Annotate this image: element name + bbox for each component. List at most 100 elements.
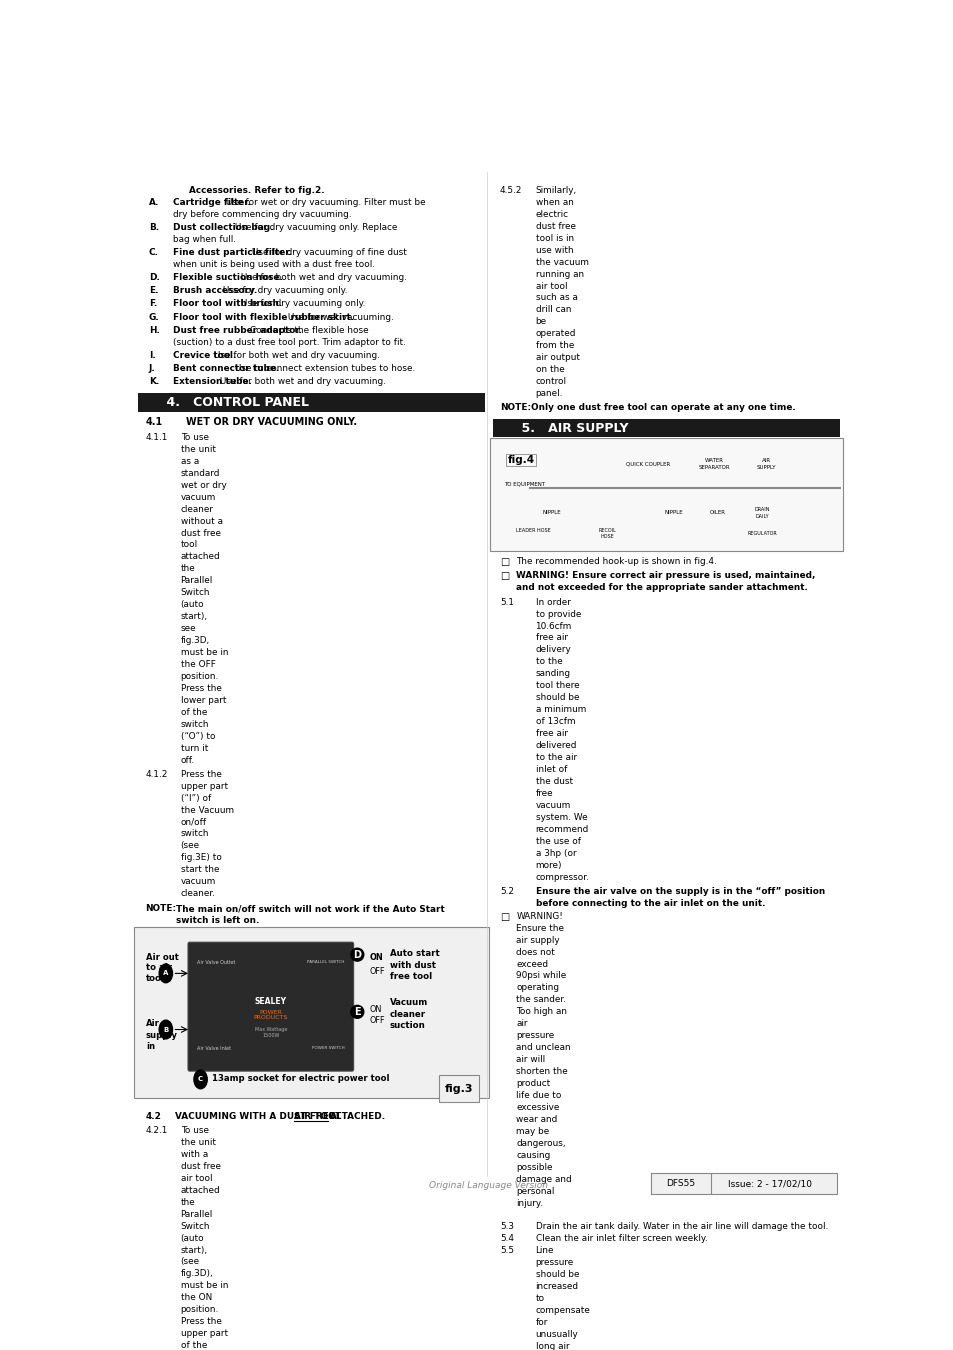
Text: to: to xyxy=(535,1295,544,1303)
Text: tool there: tool there xyxy=(535,682,578,690)
Text: must be in: must be in xyxy=(180,648,228,657)
Text: Use for dry vacuuming of fine dust: Use for dry vacuuming of fine dust xyxy=(250,248,407,256)
Text: POWER
PRODUCTS: POWER PRODUCTS xyxy=(253,1010,288,1021)
Text: I.: I. xyxy=(149,351,155,360)
Text: 10.6cfm: 10.6cfm xyxy=(535,621,571,630)
Text: Issue: 2 - 17/02/10: Issue: 2 - 17/02/10 xyxy=(727,1180,811,1188)
Text: NIPPLE: NIPPLE xyxy=(542,510,560,516)
Text: Use for wet vacuuming.: Use for wet vacuuming. xyxy=(284,313,393,321)
Text: OFF: OFF xyxy=(369,1017,384,1025)
Text: operating: operating xyxy=(516,983,558,992)
Text: pressure: pressure xyxy=(535,1258,573,1268)
Text: Bent connector tube.: Bent connector tube. xyxy=(173,364,279,373)
Text: to the: to the xyxy=(535,657,561,667)
Text: Ensure the air valve on the supply is in the “off” position: Ensure the air valve on the supply is in… xyxy=(535,887,824,895)
Text: Flexible suction hose.: Flexible suction hose. xyxy=(173,273,283,282)
Text: Press the: Press the xyxy=(180,684,221,693)
Text: Use for dry vacuuming only. Replace: Use for dry vacuuming only. Replace xyxy=(232,223,396,232)
Text: Air out: Air out xyxy=(146,953,178,961)
Text: supply: supply xyxy=(146,1030,177,1040)
Text: B: B xyxy=(163,1026,169,1033)
Text: 5.4: 5.4 xyxy=(499,1234,514,1243)
Text: dry before commencing dry vacuuming.: dry before commencing dry vacuuming. xyxy=(173,209,352,219)
Text: Drain the air tank daily. Water in the air line will damage the tool.: Drain the air tank daily. Water in the a… xyxy=(535,1223,827,1231)
Text: in: in xyxy=(146,1042,154,1052)
Text: and not exceeded for the appropriate sander attachment.: and not exceeded for the appropriate san… xyxy=(516,583,807,593)
Text: Ensure the: Ensure the xyxy=(516,923,563,933)
Text: should be: should be xyxy=(535,694,578,702)
Text: turn it: turn it xyxy=(180,744,208,753)
Text: when an: when an xyxy=(535,198,573,207)
Text: free tool: free tool xyxy=(390,972,432,981)
Text: excessive: excessive xyxy=(516,1103,559,1112)
Text: personal: personal xyxy=(516,1187,554,1196)
Text: air tool: air tool xyxy=(535,282,566,290)
Text: DAILY: DAILY xyxy=(755,514,768,520)
Text: (see: (see xyxy=(180,1257,199,1266)
Text: Dust collection bag.: Dust collection bag. xyxy=(173,223,274,232)
Text: 4.1: 4.1 xyxy=(145,417,162,428)
Text: 4.5.2: 4.5.2 xyxy=(499,186,522,194)
Text: damage and: damage and xyxy=(516,1174,571,1184)
Text: Clean the air inlet filter screen weekly.: Clean the air inlet filter screen weekly… xyxy=(535,1234,706,1243)
Text: the OFF: the OFF xyxy=(180,660,215,670)
Text: the sander.: the sander. xyxy=(516,995,565,1004)
Text: delivered: delivered xyxy=(535,741,577,751)
Text: pressure: pressure xyxy=(516,1031,554,1041)
Text: 13amp socket for electric power tool: 13amp socket for electric power tool xyxy=(212,1075,389,1083)
Text: ATTACHED.: ATTACHED. xyxy=(330,1111,386,1120)
Text: long air: long air xyxy=(535,1342,569,1350)
Text: wear and: wear and xyxy=(516,1115,557,1125)
Text: the use of: the use of xyxy=(535,837,579,845)
Text: Crevice tool.: Crevice tool. xyxy=(173,351,236,360)
Text: air supply: air supply xyxy=(516,936,559,945)
Text: sanding: sanding xyxy=(535,670,570,678)
Text: cleaner.: cleaner. xyxy=(180,890,215,898)
Text: on/off: on/off xyxy=(180,818,207,826)
Text: Air: Air xyxy=(146,1019,159,1029)
Text: Brush accessory.: Brush accessory. xyxy=(173,286,257,296)
Text: 4.2: 4.2 xyxy=(145,1111,161,1120)
Text: exceed: exceed xyxy=(516,960,548,968)
Text: a 3hp (or: a 3hp (or xyxy=(535,849,576,857)
Text: should be: should be xyxy=(535,1270,578,1280)
Text: air: air xyxy=(516,1019,527,1029)
Text: position.: position. xyxy=(180,672,218,680)
Text: to air: to air xyxy=(146,963,172,972)
Text: of the: of the xyxy=(180,707,207,717)
Text: 90psi while: 90psi while xyxy=(516,972,566,980)
Text: cleaner: cleaner xyxy=(180,505,213,513)
Text: (“O”) to: (“O”) to xyxy=(180,732,214,741)
Text: switch: switch xyxy=(180,829,209,838)
Text: (suction) to a dust free tool port. Trim adaptor to fit.: (suction) to a dust free tool port. Trim… xyxy=(173,338,406,347)
Text: suction: suction xyxy=(390,1021,425,1030)
Text: TO EQUIPMENT: TO EQUIPMENT xyxy=(503,482,544,487)
Text: 5.1: 5.1 xyxy=(499,598,514,606)
Text: AIR TOOL: AIR TOOL xyxy=(294,1111,341,1120)
Text: (auto: (auto xyxy=(180,601,204,609)
Text: air output: air output xyxy=(535,354,578,362)
Text: free air: free air xyxy=(535,729,567,738)
Text: vacuum: vacuum xyxy=(180,493,215,502)
Text: OILER: OILER xyxy=(709,510,725,516)
Text: Cartridge filter.: Cartridge filter. xyxy=(173,198,251,207)
Text: fig.3: fig.3 xyxy=(445,1084,473,1094)
Text: must be in: must be in xyxy=(180,1281,228,1291)
Text: Use for both wet and dry vacuuming.: Use for both wet and dry vacuuming. xyxy=(217,377,386,386)
Text: RECOIL
HOSE: RECOIL HOSE xyxy=(598,528,616,539)
Text: Press the: Press the xyxy=(180,1318,221,1326)
Text: Accessories. Refer to fig.2.: Accessories. Refer to fig.2. xyxy=(190,186,325,194)
Text: K.: K. xyxy=(149,377,159,386)
Text: To use: To use xyxy=(180,433,209,441)
Text: QUICK COUPLER: QUICK COUPLER xyxy=(625,462,669,466)
Text: Only one dust free tool can operate at any one time.: Only one dust free tool can operate at a… xyxy=(531,404,795,412)
Text: C: C xyxy=(198,1076,203,1083)
Text: vacuum: vacuum xyxy=(180,878,215,887)
Text: the: the xyxy=(180,1197,195,1207)
Text: Press the: Press the xyxy=(180,769,221,779)
Text: Vacuum: Vacuum xyxy=(390,999,428,1007)
Text: electric: electric xyxy=(535,209,568,219)
Text: delivery: delivery xyxy=(535,645,571,655)
Text: Line: Line xyxy=(535,1246,554,1256)
Text: To use: To use xyxy=(180,1126,209,1135)
